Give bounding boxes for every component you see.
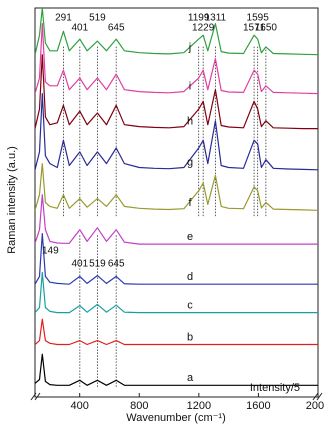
trace-label: e: [187, 231, 193, 243]
spectrum-line: [35, 8, 318, 56]
trace-label: i: [189, 80, 191, 92]
x-tick-label: 800: [130, 400, 148, 412]
peak-label: 1311: [205, 13, 227, 24]
peak-label: 149: [42, 246, 59, 257]
spectrum-line: [35, 271, 318, 314]
spectrum-line: [35, 23, 318, 95]
trace-label: h: [187, 115, 193, 127]
peak-label: 1199: [188, 13, 210, 24]
x-tick-label: 1600: [246, 400, 270, 412]
peak-label: 1571: [243, 23, 266, 34]
spectrum-line: [35, 93, 318, 171]
spectrum-line: [35, 318, 318, 346]
trace-label: c: [187, 299, 193, 311]
peak-label: 1650: [255, 23, 278, 34]
trace-label: d: [187, 271, 193, 283]
x-tick-label: 1200: [187, 400, 211, 412]
spectrum-line: [35, 163, 318, 211]
plot-frame: [34, 7, 319, 398]
peak-label: 519: [89, 13, 106, 24]
trace-label: j: [188, 42, 191, 54]
peak-label: 401: [71, 23, 88, 34]
spectrum-line: [35, 194, 318, 245]
trace-label: f: [188, 197, 192, 209]
trace-label: b: [187, 331, 193, 343]
peak-label: 291: [55, 13, 72, 24]
peak-label: 401: [71, 259, 88, 270]
peak-label: 1595: [247, 13, 270, 24]
x-tick-label: 2000: [306, 400, 324, 412]
peak-label: 645: [108, 23, 125, 34]
peak-label: 1229: [192, 23, 215, 34]
axis-break: [30, 392, 323, 401]
spectrum-line: [35, 233, 318, 285]
annotation: Intensity/5: [250, 382, 300, 394]
y-axis-label: Raman intensity (a.u.): [6, 146, 18, 254]
x-tick-label: 400: [71, 400, 89, 412]
trace-label: a: [187, 372, 194, 384]
peak-label: 519: [89, 259, 106, 270]
spectrum-line: [35, 54, 318, 130]
plot-area: [35, 8, 318, 388]
peak-label: 645: [108, 259, 125, 270]
trace-label: g: [187, 157, 193, 169]
x-axis-label: Wavenumber (cm⁻¹): [126, 412, 226, 424]
spectrum-line: [35, 353, 318, 386]
